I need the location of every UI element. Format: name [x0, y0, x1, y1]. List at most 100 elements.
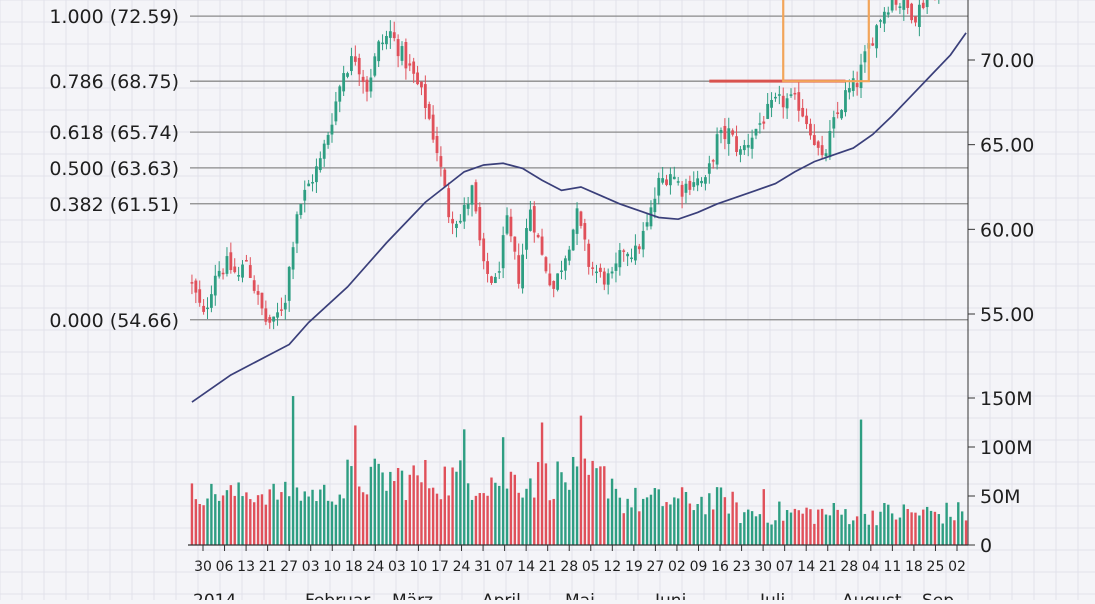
candle-body — [206, 307, 209, 310]
candle-body — [427, 104, 431, 119]
volume-bar — [369, 466, 373, 545]
volume-bar — [268, 489, 271, 545]
volume-bar — [490, 477, 493, 545]
candle-body — [563, 258, 567, 271]
candle-body — [462, 204, 466, 222]
candle-body — [801, 107, 805, 117]
candle-body — [334, 101, 338, 122]
candle-body — [622, 250, 626, 252]
volume-bar — [918, 515, 921, 545]
candle-body — [591, 267, 595, 269]
candle-body — [727, 128, 731, 144]
candle-body — [704, 177, 707, 184]
volume-bar — [782, 520, 785, 545]
candle-body — [233, 266, 237, 273]
candle-body — [287, 266, 291, 301]
price-tick-label: 65.00 — [980, 135, 1034, 157]
candle-body — [373, 56, 377, 76]
candle-body — [443, 169, 447, 187]
volume-bar — [307, 496, 310, 545]
volume-bar — [906, 508, 909, 545]
volume-bar — [673, 497, 676, 545]
candle-body — [781, 95, 785, 108]
candle-body — [513, 236, 517, 252]
candle-body — [264, 308, 268, 322]
volume-bar — [470, 499, 474, 545]
volume-bar — [361, 492, 365, 545]
volume-bar — [583, 458, 587, 545]
candle-body — [190, 282, 194, 284]
volume-bar — [793, 508, 797, 545]
volume-bar — [595, 468, 598, 545]
volume-bar — [451, 467, 454, 545]
candle-body — [793, 92, 797, 95]
candle-body — [256, 291, 260, 295]
candle-body — [567, 249, 571, 261]
candle-body — [688, 180, 692, 190]
candle-body — [241, 264, 244, 278]
candle-body — [824, 153, 828, 157]
candle-body — [315, 166, 318, 183]
volume-bar — [544, 463, 548, 545]
candle-body — [859, 64, 863, 89]
volume-bar — [684, 491, 688, 545]
candle-body — [805, 115, 808, 125]
volume-bar — [217, 500, 221, 545]
volume-bar — [571, 456, 575, 545]
candle-body — [692, 182, 696, 187]
volume-bar — [657, 489, 660, 545]
volume-bar — [754, 516, 758, 545]
volume-bar — [287, 496, 291, 545]
volume-bar — [688, 503, 692, 545]
candle-body — [855, 83, 859, 88]
volume-bar — [420, 482, 423, 545]
candle-body — [272, 316, 276, 322]
x-day-label: 18 — [345, 559, 363, 575]
candle-body — [388, 31, 392, 38]
volume-bar — [206, 498, 209, 545]
volume-bars — [190, 396, 968, 545]
volume-bar — [513, 474, 517, 545]
candle-body — [840, 110, 843, 119]
volume-bar — [303, 491, 306, 545]
volume-bar — [665, 502, 668, 545]
volume-bar — [408, 474, 411, 545]
volume-bar — [614, 488, 618, 545]
candle-body — [707, 163, 711, 174]
volume-bar — [914, 512, 917, 545]
volume-bar — [237, 482, 240, 545]
candle-body — [828, 130, 832, 158]
candle-body — [381, 42, 384, 45]
volume-bar — [863, 513, 867, 545]
volume-bar — [330, 501, 334, 545]
volume-bar — [883, 503, 886, 545]
x-month-label: Mai — [565, 591, 595, 600]
volume-bar — [412, 465, 415, 545]
candle-body — [750, 137, 754, 149]
volume-bar — [817, 509, 820, 545]
volume-bar — [256, 495, 260, 545]
volume-tick-label: 100M — [980, 437, 1033, 459]
candle-body — [669, 174, 672, 186]
volume-bar — [517, 492, 520, 545]
volume-bar — [894, 519, 898, 545]
x-day-label: 31 — [474, 559, 492, 575]
candle-body — [420, 81, 423, 88]
candle-body — [552, 280, 556, 289]
volume-bar — [447, 495, 450, 545]
candle-body — [700, 180, 703, 184]
price-tick-label: 60.00 — [980, 219, 1034, 241]
volume-bar — [704, 514, 707, 545]
volume-bar — [311, 489, 314, 545]
volume-bar — [241, 496, 244, 545]
candle-body — [661, 178, 665, 183]
candle-body — [809, 123, 812, 136]
candle-body — [816, 141, 820, 148]
candle-body — [735, 136, 738, 153]
candle-body — [439, 156, 443, 167]
candle-body — [396, 39, 400, 57]
candle-body — [400, 46, 404, 61]
candle-body — [361, 76, 365, 83]
volume-bar — [766, 522, 769, 545]
